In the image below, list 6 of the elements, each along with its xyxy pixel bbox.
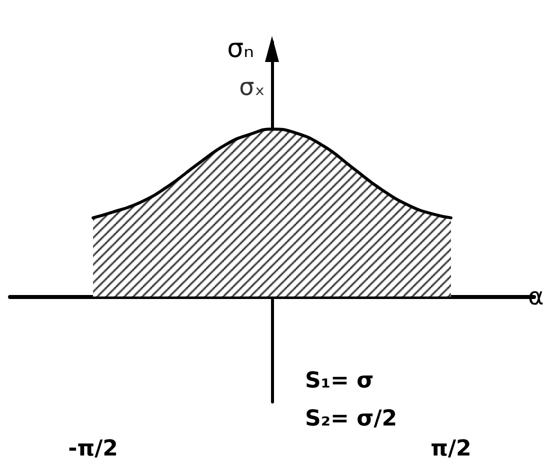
text: S₂= σ/2 [305, 406, 398, 432]
y-axis-title: σₙ [227, 34, 254, 64]
x-tick-label: π/2 [430, 436, 472, 462]
annotation: σₓ [239, 73, 265, 102]
text: S₁= σ [305, 368, 374, 394]
x-tick-label: -π/2 [68, 436, 118, 462]
